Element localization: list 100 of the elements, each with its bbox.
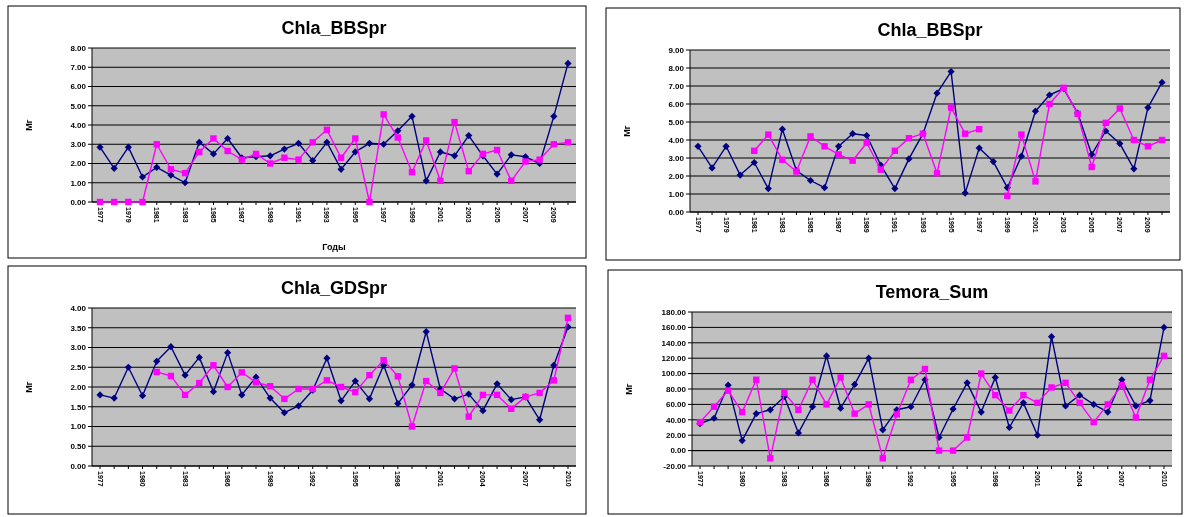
point (266, 394, 274, 402)
point (1032, 178, 1039, 185)
y-tick-label: 160.00 (661, 323, 687, 333)
point (167, 343, 175, 351)
x-axis-title: Годы (322, 242, 347, 252)
y-tick-label: 6.00 (668, 99, 685, 109)
point (1019, 399, 1027, 407)
y-tick-label: 9.00 (668, 45, 685, 55)
point (550, 112, 558, 120)
y-tick-label: 2.00 (70, 159, 87, 169)
point (1158, 78, 1166, 86)
point (1034, 399, 1041, 407)
point (935, 447, 943, 454)
point (1006, 407, 1013, 414)
y-tick-label: 0.00 (70, 461, 87, 471)
y-tick-label: 3.00 (668, 153, 685, 163)
point (536, 416, 544, 424)
point (195, 138, 203, 146)
y-tick-label: 120.00 (661, 354, 687, 363)
y-tick-label: 4.00 (70, 303, 87, 313)
y-tick-label: 8.00 (70, 43, 87, 53)
point (1090, 400, 1098, 408)
point (893, 411, 901, 418)
y-tick-label: 3.00 (70, 140, 87, 150)
point (1018, 131, 1025, 138)
point (1090, 418, 1097, 426)
point (1088, 163, 1095, 171)
point (294, 402, 303, 410)
point (238, 369, 246, 376)
chart-title: Temora_Sum (875, 282, 989, 302)
point (280, 409, 288, 417)
point (765, 131, 772, 138)
point (779, 156, 786, 163)
point (365, 139, 374, 147)
point (1088, 150, 1096, 158)
point (210, 362, 217, 369)
point (961, 189, 969, 197)
point (323, 354, 331, 362)
point (138, 392, 147, 400)
point (710, 414, 718, 422)
y-tick-label: 80.00 (665, 384, 687, 394)
point (451, 365, 458, 372)
point (365, 395, 374, 403)
point (835, 142, 843, 150)
point (963, 379, 971, 387)
point (224, 349, 232, 357)
point (295, 156, 302, 163)
point (110, 394, 118, 402)
point (1132, 414, 1140, 421)
point (124, 143, 132, 151)
point (436, 148, 444, 156)
point (266, 152, 274, 160)
point (167, 171, 175, 179)
point (764, 185, 772, 193)
point (1160, 323, 1168, 331)
point (422, 137, 430, 144)
point (394, 373, 402, 380)
point (465, 131, 473, 140)
point (808, 403, 817, 411)
y-tick-label: 3.00 (70, 343, 87, 353)
point (863, 131, 871, 140)
point (1116, 105, 1124, 112)
point (823, 401, 830, 408)
point (865, 354, 873, 362)
point (422, 328, 430, 336)
point (507, 396, 515, 404)
point (210, 135, 217, 142)
point (224, 383, 231, 391)
y-tick-label: 40.00 (665, 415, 687, 425)
point (337, 165, 345, 173)
point (493, 380, 501, 388)
point (380, 111, 387, 118)
point (722, 142, 730, 150)
point (795, 406, 802, 413)
point (394, 399, 402, 408)
point (408, 381, 416, 389)
point (1047, 333, 1056, 341)
point (708, 164, 716, 172)
point (767, 455, 774, 462)
y-tick-label: 7.00 (668, 81, 685, 91)
y-tick-label: 1.00 (668, 189, 685, 199)
y-tick-label: 7.00 (70, 63, 87, 73)
point (851, 410, 858, 417)
point (809, 376, 816, 383)
point (933, 170, 941, 177)
y-tick-label: 1.00 (70, 178, 87, 188)
point (479, 407, 487, 415)
y-tick-label: 6.00 (70, 82, 87, 92)
point (380, 140, 388, 148)
y-tick-label: 8.00 (668, 63, 685, 73)
point (1005, 423, 1013, 432)
y-tick-label: 4.00 (668, 135, 685, 145)
point (465, 390, 473, 398)
point (1004, 192, 1011, 199)
point (536, 389, 543, 397)
point (989, 158, 997, 166)
y-tick-label: 0.50 (70, 442, 87, 452)
y-tick-label: 100.00 (661, 369, 687, 379)
point (422, 177, 430, 185)
point (209, 388, 218, 396)
